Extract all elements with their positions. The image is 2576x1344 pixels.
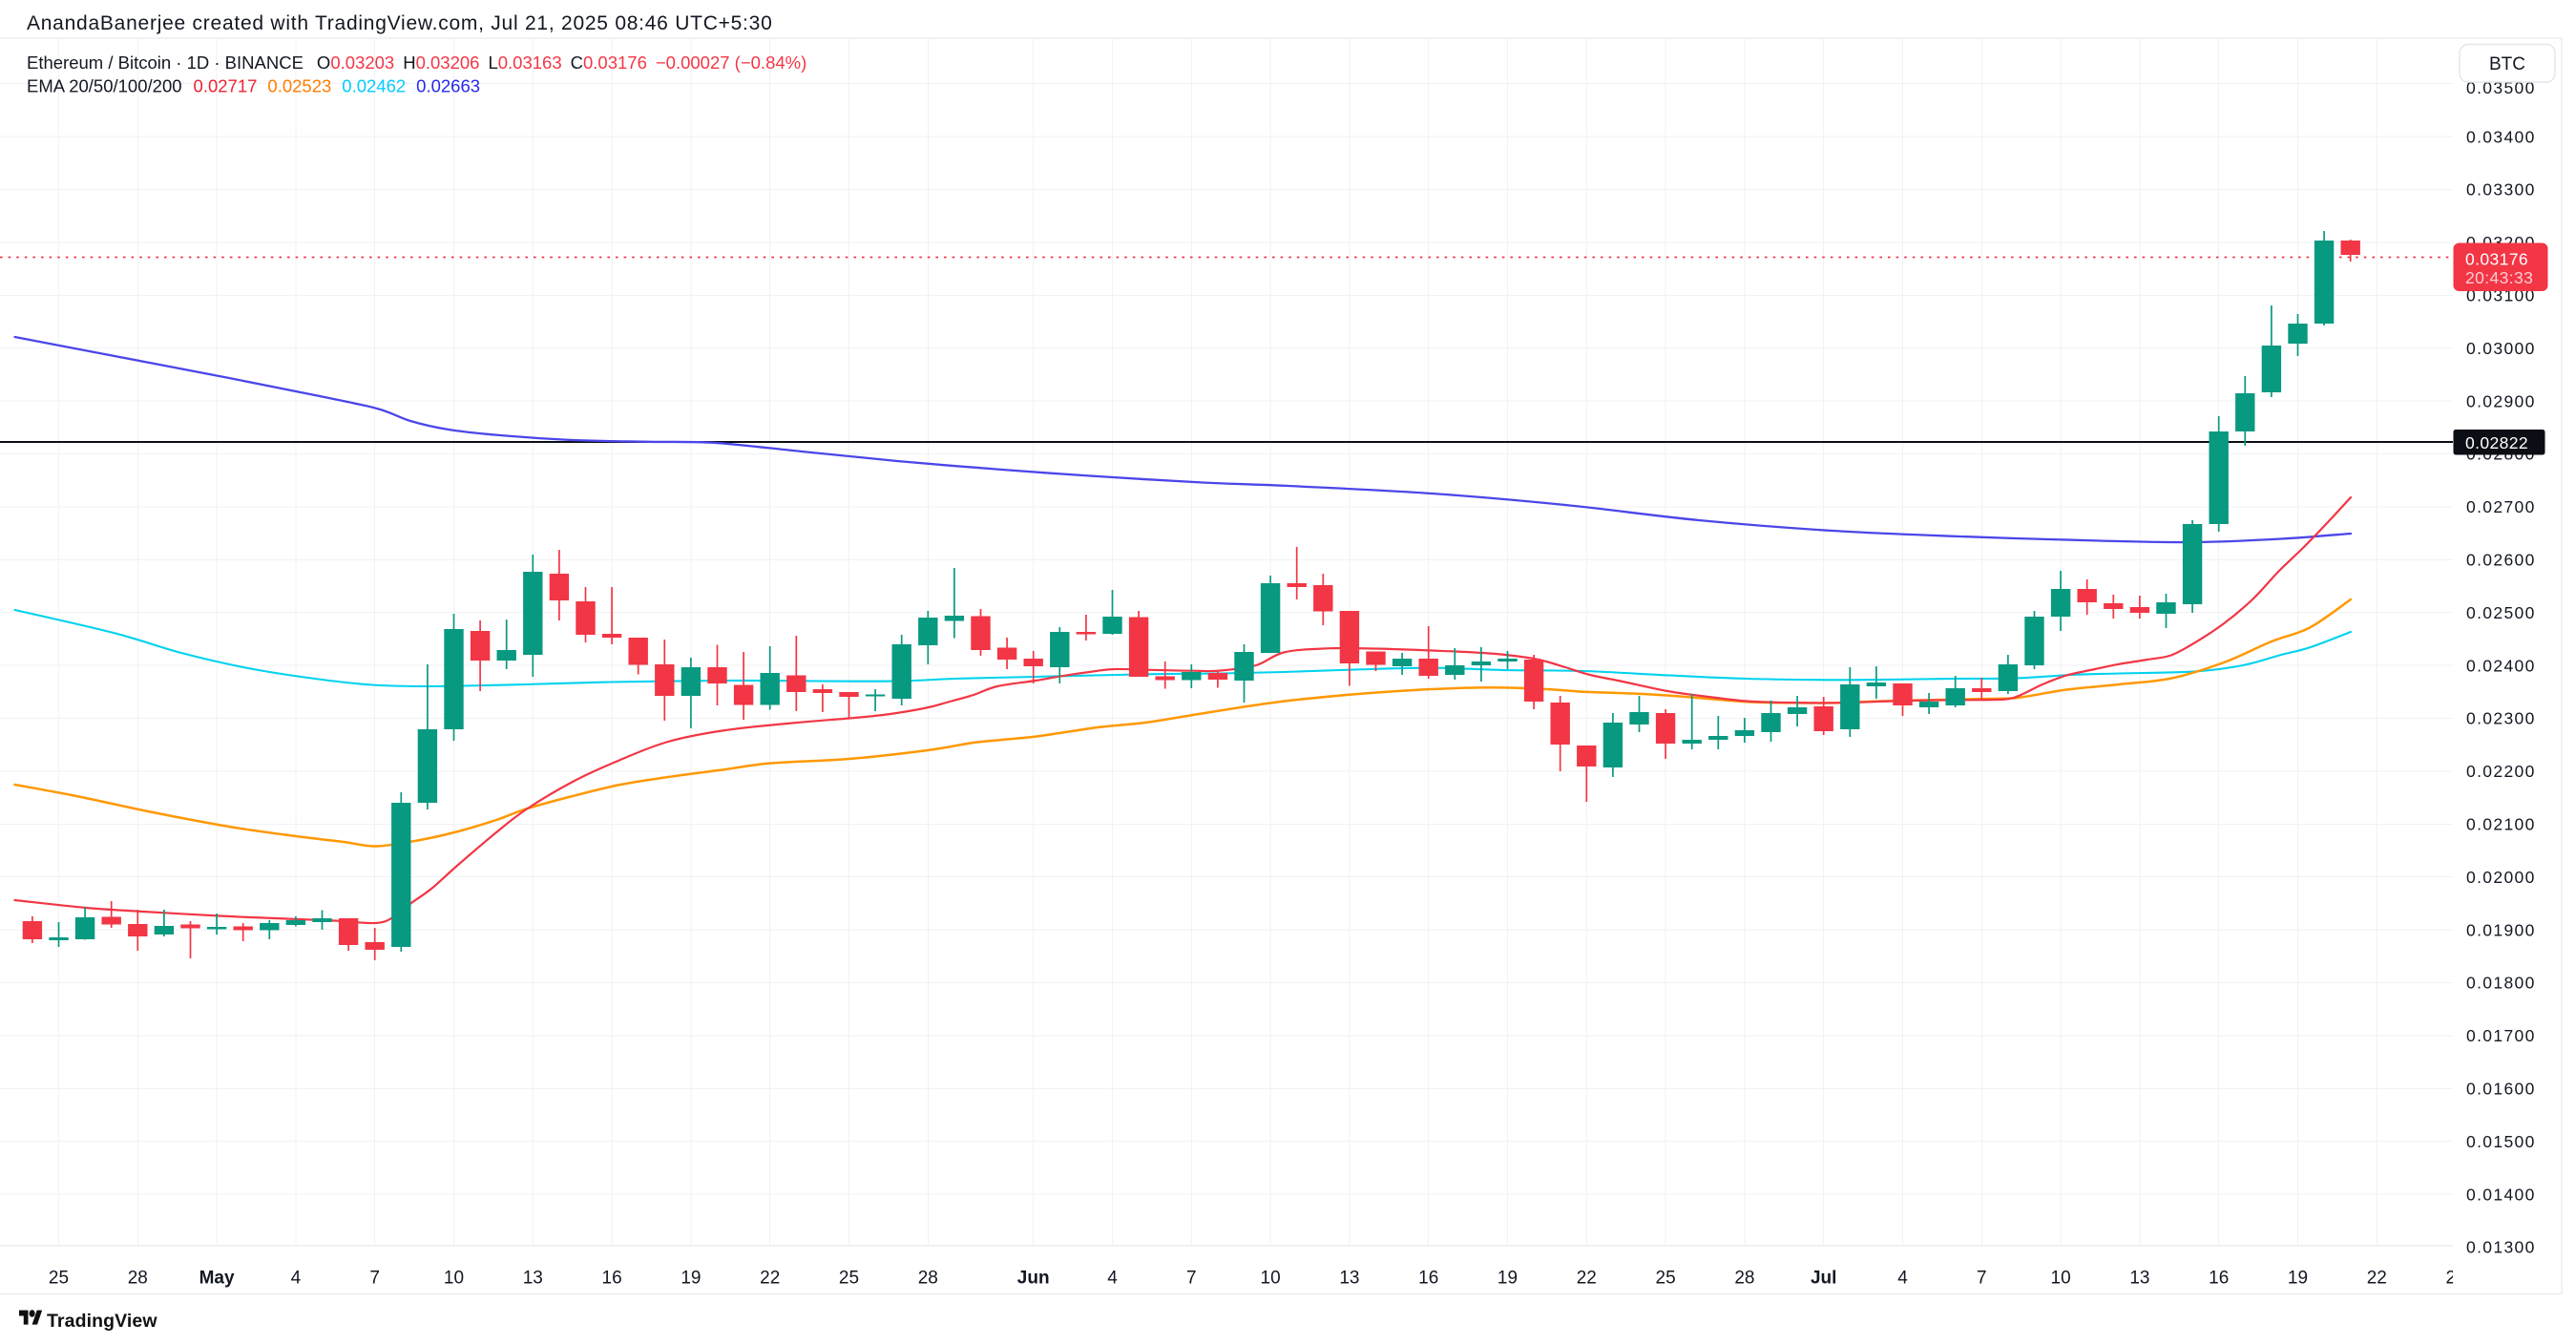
svg-text:16: 16 [602, 1269, 622, 1289]
svg-text:0.03500: 0.03500 [2466, 78, 2536, 97]
svg-text:10: 10 [2051, 1269, 2071, 1289]
svg-text:25: 25 [839, 1269, 859, 1289]
svg-text:0.02200: 0.02200 [2466, 762, 2536, 781]
svg-text:Jun: Jun [1017, 1269, 1050, 1289]
svg-text:7: 7 [1977, 1269, 1987, 1289]
svg-text:0.01400: 0.01400 [2466, 1185, 2536, 1204]
svg-text:0.01300: 0.01300 [2466, 1238, 2536, 1257]
svg-text:4: 4 [1897, 1269, 1908, 1289]
svg-text:0.03000: 0.03000 [2466, 339, 2536, 358]
svg-text:0.03300: 0.03300 [2466, 180, 2536, 200]
svg-text:May: May [199, 1269, 235, 1289]
svg-text:0.02900: 0.02900 [2466, 391, 2536, 410]
svg-text:0.02400: 0.02400 [2466, 656, 2536, 675]
svg-text:Jul: Jul [1811, 1269, 1836, 1289]
svg-text:22: 22 [760, 1269, 780, 1289]
svg-text:4: 4 [1107, 1269, 1118, 1289]
svg-text:28: 28 [918, 1269, 938, 1289]
svg-text:TradingView: TradingView [47, 1311, 157, 1332]
svg-text:25: 25 [1656, 1269, 1676, 1289]
svg-text:0.01900: 0.01900 [2466, 920, 2536, 939]
svg-text:0.03400: 0.03400 [2466, 127, 2536, 146]
svg-text:22: 22 [2367, 1269, 2387, 1289]
svg-text:0.02500: 0.02500 [2466, 603, 2536, 622]
svg-text:0.01700: 0.01700 [2466, 1026, 2536, 1045]
svg-text:13: 13 [523, 1269, 543, 1289]
svg-text:10: 10 [444, 1269, 464, 1289]
svg-text:19: 19 [1497, 1269, 1518, 1289]
svg-text:7: 7 [369, 1269, 380, 1289]
svg-text:0.02600: 0.02600 [2466, 551, 2536, 570]
svg-text:0.01800: 0.01800 [2466, 974, 2536, 993]
svg-text:BTC: BTC [2489, 54, 2525, 74]
svg-text:16: 16 [2209, 1269, 2229, 1289]
svg-text:0.02700: 0.02700 [2466, 497, 2536, 516]
svg-text:25: 25 [49, 1269, 69, 1289]
svg-text:10: 10 [1261, 1269, 1281, 1289]
svg-text:13: 13 [1339, 1269, 1359, 1289]
svg-text:16: 16 [1418, 1269, 1438, 1289]
svg-text:19: 19 [681, 1269, 701, 1289]
svg-text:0.03176: 0.03176 [2465, 250, 2528, 269]
svg-text:7: 7 [1186, 1269, 1197, 1289]
svg-text:28: 28 [1734, 1269, 1754, 1289]
svg-text:0.02300: 0.02300 [2466, 709, 2536, 728]
svg-text:0.01600: 0.01600 [2466, 1080, 2536, 1099]
svg-text:0.02100: 0.02100 [2466, 815, 2536, 834]
svg-text:AnandaBanerjee created with Tr: AnandaBanerjee created with TradingView.… [27, 12, 773, 34]
svg-text:0.01500: 0.01500 [2466, 1132, 2536, 1151]
svg-text:28: 28 [128, 1269, 148, 1289]
svg-text:25: 25 [2446, 1269, 2466, 1289]
svg-text:19: 19 [2288, 1269, 2308, 1289]
svg-text:0.02822: 0.02822 [2465, 433, 2528, 452]
svg-text:4: 4 [291, 1269, 302, 1289]
svg-text:Ethereum / Bitcoin · 1D · BINA: Ethereum / Bitcoin · 1D · BINANCE O0.0320… [27, 52, 806, 73]
svg-text:22: 22 [1577, 1269, 1597, 1289]
svg-text:13: 13 [2129, 1269, 2149, 1289]
svg-text:20:43:33: 20:43:33 [2465, 268, 2533, 287]
svg-text:0.02000: 0.02000 [2466, 868, 2536, 887]
